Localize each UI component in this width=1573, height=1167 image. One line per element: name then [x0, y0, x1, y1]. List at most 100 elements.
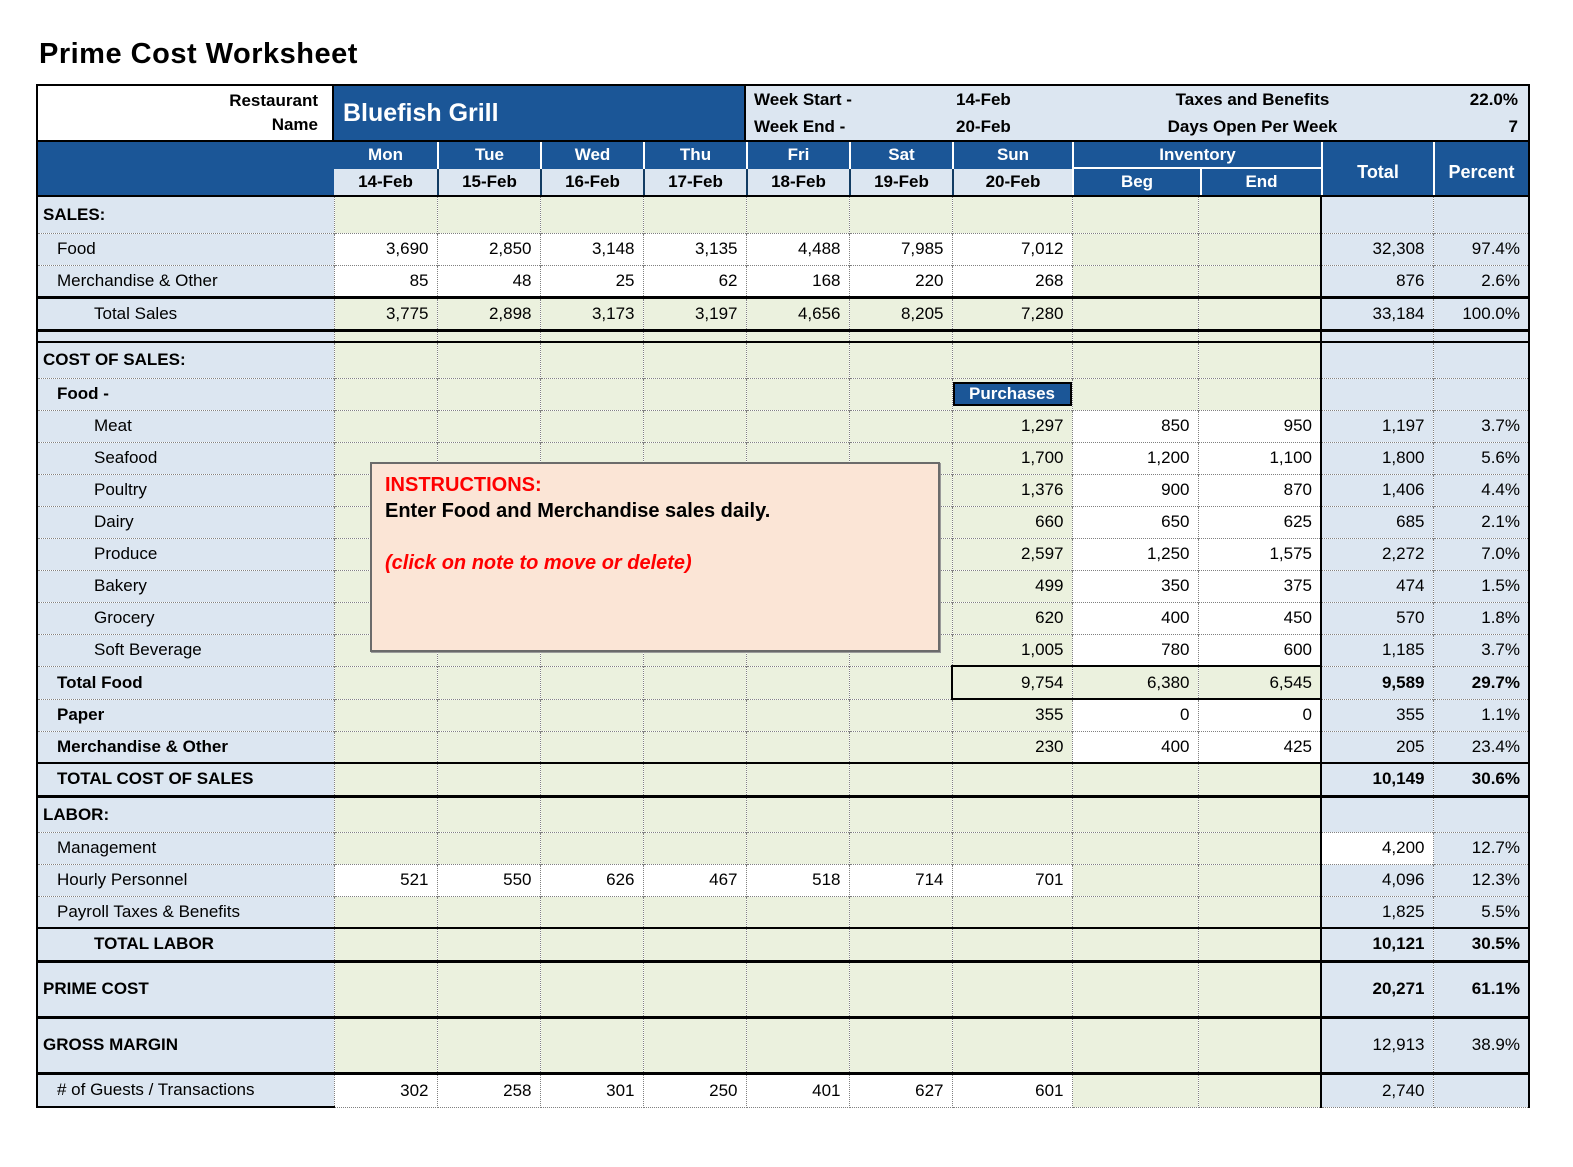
cell-food-sales-thu[interactable]: 3,135 — [643, 232, 747, 265]
cell-hourly-fri[interactable]: 518 — [746, 863, 850, 896]
row-label-merch-sales: Merchandise & Other — [38, 264, 335, 297]
cell-dairy-beg[interactable]: 650 — [1072, 505, 1199, 538]
row-label-seafood: Seafood — [38, 441, 335, 474]
cell-cos-section-percent — [1433, 341, 1528, 378]
cell-food-sales-sat[interactable]: 7,985 — [849, 232, 953, 265]
cell-management-total[interactable]: 4,200 — [1320, 831, 1434, 864]
note-heading: INSTRUCTIONS: — [385, 474, 542, 496]
day-column-header-sat: Sat 19-Feb — [849, 142, 952, 195]
cell-labor-section-sat — [849, 794, 953, 832]
week-info: Week Start - 14-Feb Taxes and Benefits 2… — [746, 86, 1528, 140]
cell-paper-end[interactable]: 0 — [1198, 698, 1322, 731]
cell-gross-margin-sun — [952, 1015, 1073, 1073]
cell-produce-end[interactable]: 1,575 — [1198, 537, 1322, 570]
cell-produce-beg[interactable]: 1,250 — [1072, 537, 1199, 570]
cell-hourly-sat[interactable]: 714 — [849, 863, 953, 896]
day-name-tue: Tue — [437, 142, 540, 169]
cell-total-sales-beg — [1072, 295, 1199, 330]
cell-total-labor-fri — [746, 927, 850, 961]
cell-meat-end[interactable]: 950 — [1198, 409, 1322, 442]
days-open-value[interactable]: 7 — [1508, 116, 1518, 136]
cell-merch-sales-wed[interactable]: 25 — [540, 264, 644, 297]
cell-bakery-beg[interactable]: 350 — [1072, 569, 1199, 602]
cell-gross-margin-beg — [1072, 1015, 1199, 1073]
instructions-note[interactable]: INSTRUCTIONS: Enter Food and Merchandise… — [370, 462, 940, 652]
cell-guests-tue[interactable]: 258 — [437, 1071, 541, 1108]
cell-merch-cos-end[interactable]: 425 — [1198, 730, 1322, 763]
cell-total-cos-thu — [643, 762, 747, 796]
row-total-cos: TOTAL COST OF SALES 10,149 30.6% — [38, 762, 1528, 796]
row-paper: Paper 355 0 0 355 1.1% — [38, 698, 1528, 731]
cell-merch-sales-sat[interactable]: 220 — [849, 264, 953, 297]
cell-hourly-wed[interactable]: 626 — [540, 863, 644, 896]
cell-food-sales-fri[interactable]: 4,488 — [746, 232, 850, 265]
cell-merch-sales-mon[interactable]: 85 — [334, 264, 438, 297]
cell-prime-cost-sun — [952, 959, 1073, 1017]
row-merch-cos: Merchandise & Other 230 400 425 205 23.4% — [38, 730, 1528, 763]
cell-paper-beg[interactable]: 0 — [1072, 698, 1199, 731]
cell-guests-sun[interactable]: 601 — [952, 1071, 1073, 1108]
cell-food-sales-wed[interactable]: 3,148 — [540, 232, 644, 265]
row-label-gross-margin: GROSS MARGIN — [38, 1015, 335, 1073]
cell-food-sub-mon — [334, 377, 438, 410]
cell-guests-thu[interactable]: 250 — [643, 1071, 747, 1108]
cell-food-sales-mon[interactable]: 3,690 — [334, 232, 438, 265]
cell-hourly-sun[interactable]: 701 — [952, 863, 1073, 896]
cell-poultry-end[interactable]: 870 — [1198, 473, 1322, 506]
cell-hourly-thu[interactable]: 467 — [643, 863, 747, 896]
cell-dairy-total: 685 — [1320, 505, 1434, 538]
cell-hourly-total: 4,096 — [1320, 863, 1434, 896]
cell-total-food-total: 9,589 — [1320, 665, 1434, 699]
day-column-header-thu: Thu 17-Feb — [643, 142, 746, 195]
week-end-value[interactable]: 20-Feb — [956, 116, 1011, 136]
cell-merch-sales-sun[interactable]: 268 — [952, 264, 1073, 297]
cell-bakery-end[interactable]: 375 — [1198, 569, 1322, 602]
cell-soft-beverage-end[interactable]: 600 — [1198, 633, 1322, 666]
cell-grocery-total: 570 — [1320, 601, 1434, 634]
cell-food-sales-tue[interactable]: 2,850 — [437, 232, 541, 265]
cell-meat-beg[interactable]: 850 — [1072, 409, 1199, 442]
cell-labor-section-mon — [334, 794, 438, 832]
cell-total-food-fri — [746, 665, 850, 699]
cell-seafood-end[interactable]: 1,100 — [1198, 441, 1322, 474]
cell-guests-wed[interactable]: 301 — [540, 1071, 644, 1108]
cell-total-labor-tue — [437, 927, 541, 961]
cell-merch-sales-tue[interactable]: 48 — [437, 264, 541, 297]
cell-guests-sat[interactable]: 627 — [849, 1071, 953, 1108]
cell-spacer-fri — [746, 328, 850, 342]
cell-hourly-tue[interactable]: 550 — [437, 863, 541, 896]
cell-guests-mon[interactable]: 302 — [334, 1071, 438, 1108]
cell-soft-beverage-beg[interactable]: 780 — [1072, 633, 1199, 666]
cell-merch-sales-fri[interactable]: 168 — [746, 264, 850, 297]
cell-merch-sales-thu[interactable]: 62 — [643, 264, 747, 297]
cell-prime-cost-sat — [849, 959, 953, 1017]
cell-seafood-beg[interactable]: 1,200 — [1072, 441, 1199, 474]
cell-spacer-sat — [849, 328, 953, 342]
cell-total-labor-mon — [334, 927, 438, 961]
cell-food-sub-wed — [540, 377, 644, 410]
cell-cos-section-fri — [746, 341, 850, 378]
week-start-value[interactable]: 14-Feb — [956, 89, 1011, 109]
cell-sales-section-sun — [952, 197, 1073, 233]
cell-grocery-beg[interactable]: 400 — [1072, 601, 1199, 634]
day-date-sun: 20-Feb — [952, 168, 1072, 195]
taxes-benefits-value[interactable]: 22.0% — [1469, 89, 1518, 109]
cell-total-sales-thu: 3,197 — [643, 295, 747, 330]
cell-dairy-sun: 660 — [952, 505, 1073, 538]
cell-grocery-end[interactable]: 450 — [1198, 601, 1322, 634]
worksheet-table: SALES: Food 3,690 2,850 3,148 3,135 4,488 7,985… — [38, 197, 1528, 1108]
row-management: Management 4,200 12.7% — [38, 831, 1528, 864]
cell-gross-margin-total: 12,913 — [1320, 1015, 1434, 1073]
cell-dairy-end[interactable]: 625 — [1198, 505, 1322, 538]
cell-food-sales-sun[interactable]: 7,012 — [952, 232, 1073, 265]
cell-merch-cos-beg[interactable]: 400 — [1072, 730, 1199, 763]
cell-meat-mon — [334, 409, 438, 442]
cell-total-food-sun: 9,754 — [951, 665, 1073, 700]
cell-hourly-mon[interactable]: 521 — [334, 863, 438, 896]
row-spacer — [38, 328, 1528, 342]
cell-poultry-beg[interactable]: 900 — [1072, 473, 1199, 506]
restaurant-name-field[interactable]: Bluefish Grill — [334, 86, 746, 140]
cell-guests-fri[interactable]: 401 — [746, 1071, 850, 1108]
cell-payroll-fri — [746, 895, 850, 928]
cell-total-food-mon — [334, 665, 438, 699]
